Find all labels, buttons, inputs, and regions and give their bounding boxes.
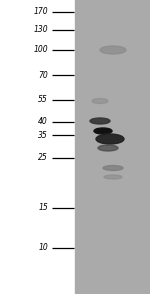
Text: 100: 100 <box>33 46 48 54</box>
Text: 15: 15 <box>38 203 48 213</box>
Bar <box>75 0 150 294</box>
Ellipse shape <box>100 46 126 54</box>
Ellipse shape <box>96 134 124 144</box>
Text: 55: 55 <box>38 96 48 104</box>
Ellipse shape <box>94 128 112 134</box>
Text: 170: 170 <box>33 8 48 16</box>
Ellipse shape <box>98 145 118 151</box>
Text: 130: 130 <box>33 26 48 34</box>
Text: 25: 25 <box>38 153 48 163</box>
Ellipse shape <box>92 98 108 103</box>
Ellipse shape <box>90 118 110 124</box>
Text: 70: 70 <box>38 71 48 79</box>
Text: 10: 10 <box>38 243 48 253</box>
Text: 40: 40 <box>38 118 48 126</box>
Text: 35: 35 <box>38 131 48 139</box>
Ellipse shape <box>104 175 122 179</box>
Ellipse shape <box>103 166 123 171</box>
